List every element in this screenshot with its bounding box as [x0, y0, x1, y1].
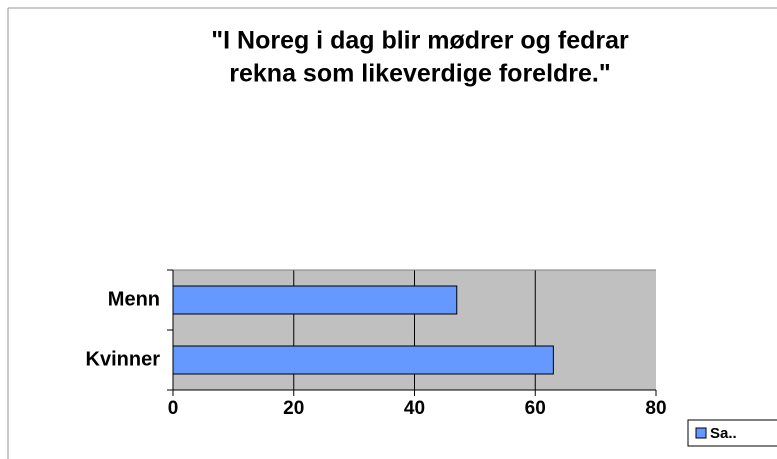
legend-label: Sa..: [710, 425, 737, 442]
y-tick-label: Menn: [108, 288, 160, 310]
bar: [172, 345, 554, 375]
x-tick-label: 60: [525, 398, 546, 419]
y-tick-label: Kvinner: [86, 348, 161, 370]
legend-swatch: [695, 427, 707, 439]
bar: [172, 285, 458, 315]
x-tick-label: 20: [283, 398, 304, 419]
x-tick-label: 0: [168, 398, 179, 419]
x-tick-label: 40: [404, 398, 425, 419]
chart-title: rekna som likeverdige foreldre.": [229, 60, 610, 88]
x-tick-label: 80: [645, 398, 666, 419]
chart-title: "I Noreg i dag blir mødrer og fedrar: [211, 27, 629, 55]
